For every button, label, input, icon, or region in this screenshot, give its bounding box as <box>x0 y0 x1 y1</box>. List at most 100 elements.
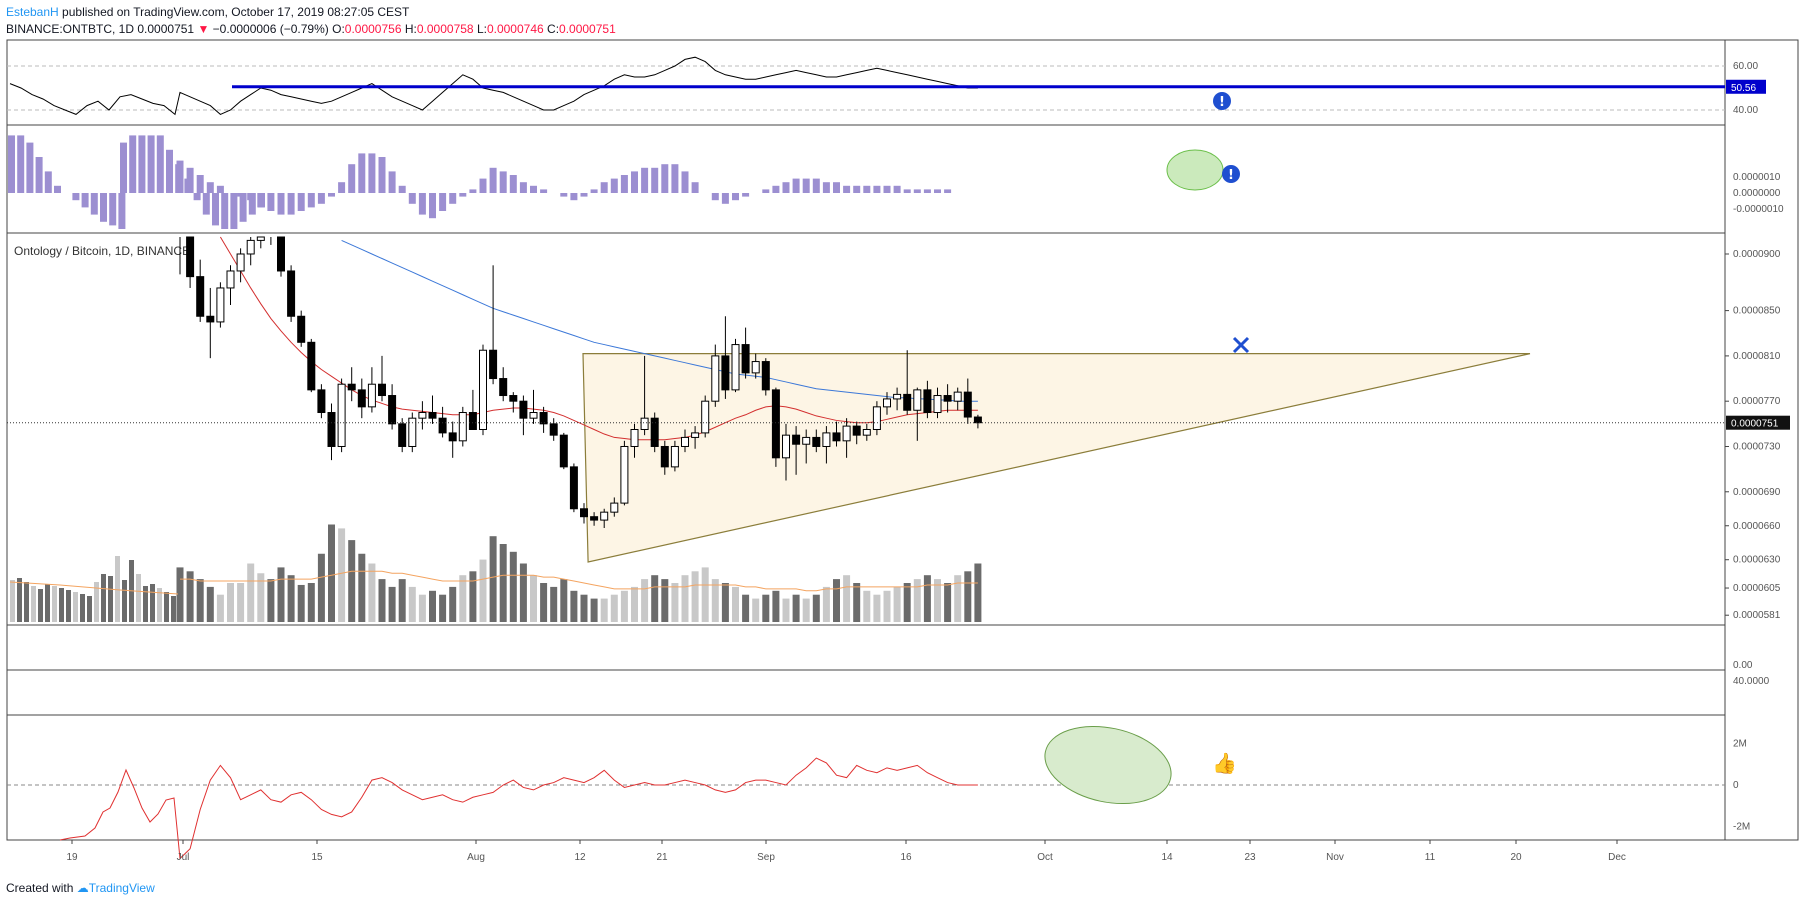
obv-tick-label: 2M <box>1733 738 1747 749</box>
candle-body <box>580 508 588 518</box>
macd-histogram-bar <box>530 185 537 193</box>
macd-histogram-bar <box>833 182 840 193</box>
volume-bar <box>52 586 57 622</box>
volume-bar <box>247 563 255 622</box>
volume-bar <box>802 598 810 622</box>
open-value: 0.0000756 <box>344 22 402 36</box>
volume-bar <box>358 553 366 622</box>
x-tick-label: Jul <box>177 852 190 863</box>
candle <box>590 512 599 526</box>
tradingview-brand[interactable]: TradingView <box>88 881 155 895</box>
candle <box>408 412 417 453</box>
macd-histogram-bar <box>590 189 598 193</box>
x-tick-label: Dec <box>1608 852 1626 863</box>
macd-histogram-bar <box>742 193 750 197</box>
volume-bar <box>913 579 921 622</box>
volume-bar <box>59 588 64 622</box>
candle <box>317 384 326 419</box>
volume-bar <box>903 583 911 622</box>
volume-bar <box>216 594 224 622</box>
volume-bar <box>540 583 548 622</box>
candle-body <box>973 416 982 424</box>
candle-body <box>347 383 356 391</box>
volume-bar <box>24 582 29 622</box>
macd-histogram-bar <box>348 164 356 193</box>
price-tick-label: 0.0000900 <box>1733 249 1781 260</box>
rsi2-pane <box>6 669 1726 716</box>
price-tick-label: 0.0000810 <box>1733 351 1781 362</box>
volume-bar <box>509 551 517 622</box>
macd-histogram-bar <box>44 171 52 193</box>
rsi-level-badge <box>1726 79 1766 94</box>
candle-body <box>246 239 255 255</box>
obv-line <box>59 757 978 860</box>
candle-body <box>933 395 942 414</box>
macd-histogram-bar <box>418 193 426 215</box>
macd-histogram-bar <box>711 193 719 201</box>
candle <box>468 389 477 431</box>
volume-bar <box>580 594 588 622</box>
candle-body <box>691 432 700 438</box>
macd-histogram-bar <box>193 193 201 201</box>
volume-bar <box>762 594 770 622</box>
volume-bar <box>489 536 497 622</box>
candle <box>953 387 962 411</box>
volume-bar <box>429 590 436 622</box>
candle <box>297 310 306 347</box>
macd-histogram-bar <box>843 185 851 193</box>
macd-histogram-bar <box>120 142 127 193</box>
candle-body <box>650 417 659 447</box>
candle-body <box>913 389 922 411</box>
candle-body <box>509 395 518 402</box>
x-tick-label: 19 <box>66 852 78 863</box>
candle <box>701 395 710 438</box>
macd-histogram-bar <box>509 175 517 193</box>
candle <box>246 237 255 266</box>
candle <box>428 395 437 424</box>
macd-histogram-bar <box>8 135 15 193</box>
macd-histogram-bar <box>388 171 396 193</box>
candle-body <box>277 236 285 272</box>
price-tick-label: 0.0000770 <box>1733 396 1781 407</box>
candle <box>327 403 336 461</box>
volume-bar <box>792 594 800 622</box>
volume-bar <box>80 594 85 622</box>
candle <box>216 282 225 328</box>
warning-icon <box>1222 165 1240 183</box>
candle-body <box>438 417 447 434</box>
volume-bar <box>227 583 234 622</box>
candle-body <box>206 315 215 323</box>
volume-bar <box>934 579 941 622</box>
candle <box>287 265 296 322</box>
candle <box>812 429 821 453</box>
volume-ma-line-left <box>9 581 179 595</box>
candle <box>236 248 245 283</box>
candle-body <box>489 349 498 380</box>
macd-histogram-bar <box>72 193 80 201</box>
candle-body <box>357 389 366 408</box>
volume-bar <box>923 575 931 622</box>
volume-bar <box>186 571 194 622</box>
macd-histogram-bar <box>560 193 568 197</box>
macd-histogram-bar <box>631 171 638 193</box>
current-price-badge <box>1726 415 1790 430</box>
candle <box>357 378 366 419</box>
author-link[interactable]: EstebanH <box>6 5 59 19</box>
macd-histogram-bar <box>802 178 810 193</box>
macd-histogram-bar <box>338 182 346 193</box>
candle-body <box>398 423 407 447</box>
candle <box>448 421 457 458</box>
volume-bar <box>550 586 558 622</box>
volume-bar <box>711 579 719 622</box>
published-text: published on TradingView.com, October 17… <box>62 5 410 19</box>
volume-bar <box>641 579 649 622</box>
candle <box>670 440 679 472</box>
volume-bar <box>45 584 50 622</box>
macd-histogram-bar <box>277 193 285 215</box>
candle <box>438 406 447 438</box>
macd-histogram-bar <box>109 193 117 226</box>
macd-histogram-bar <box>671 164 679 193</box>
candle <box>186 236 195 288</box>
x-tick-label: 12 <box>574 852 586 863</box>
